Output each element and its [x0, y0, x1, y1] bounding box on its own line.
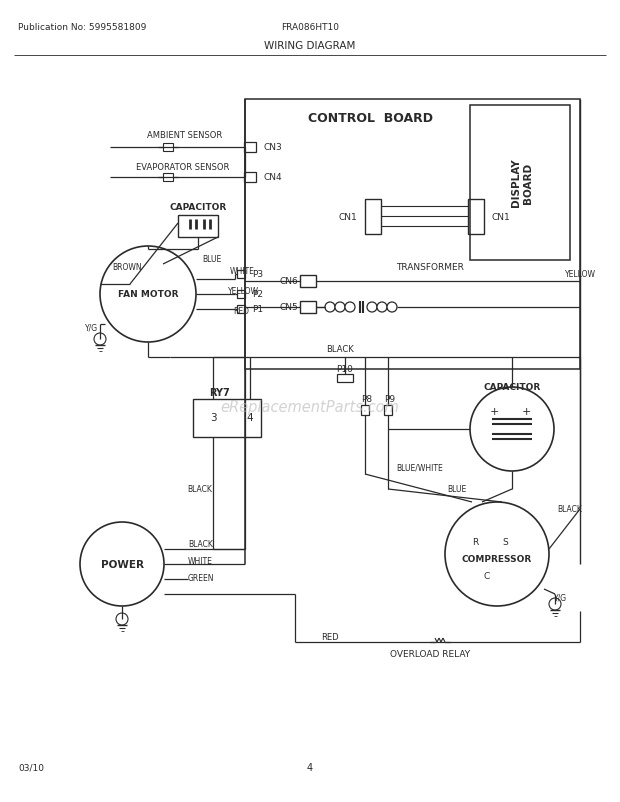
Circle shape [345, 302, 355, 313]
Text: C: C [484, 572, 490, 581]
Bar [244, 172, 256, 183]
Circle shape [325, 302, 335, 313]
Text: CAPACITOR: CAPACITOR [484, 383, 541, 392]
Text: P1: P1 [252, 305, 263, 314]
Circle shape [549, 598, 561, 610]
Text: FRA086HT10: FRA086HT10 [281, 23, 339, 32]
Text: CN6: CN6 [279, 277, 298, 286]
Circle shape [335, 302, 345, 313]
Text: RED: RED [233, 307, 249, 316]
Bar [193, 399, 261, 437]
Text: EVAPORATOR SENSOR: EVAPORATOR SENSOR [136, 164, 229, 172]
Circle shape [100, 247, 196, 342]
Text: CN3: CN3 [264, 144, 283, 152]
Text: CAPACITOR: CAPACITOR [169, 203, 227, 213]
Bar [300, 276, 316, 288]
Text: BLACK: BLACK [188, 540, 213, 549]
Text: Y/G: Y/G [85, 323, 98, 332]
Text: R: R [472, 538, 478, 547]
Bar [237, 290, 245, 298]
Text: P10: P10 [337, 365, 353, 374]
Text: CN1: CN1 [339, 213, 357, 222]
Bar [300, 302, 316, 314]
Text: Publication No: 5995581809: Publication No: 5995581809 [18, 23, 146, 32]
Text: BROWN: BROWN [112, 263, 141, 272]
Circle shape [116, 614, 128, 626]
Bar [361, 406, 369, 415]
Text: YELLOW: YELLOW [228, 287, 259, 296]
Text: RY7: RY7 [210, 387, 231, 398]
Text: BLACK: BLACK [557, 505, 582, 514]
Bar [384, 406, 392, 415]
Text: +: + [521, 407, 531, 416]
Text: eReplacementParts.com: eReplacementParts.com [221, 400, 399, 415]
Text: POWER: POWER [100, 559, 143, 569]
Text: FAN MOTOR: FAN MOTOR [118, 290, 179, 299]
Text: Y/G: Y/G [554, 593, 567, 602]
Circle shape [367, 302, 377, 313]
Circle shape [445, 502, 549, 606]
Bar [244, 143, 256, 153]
Bar [470, 106, 570, 261]
Circle shape [387, 302, 397, 313]
Text: CN1: CN1 [492, 213, 511, 222]
Bar [163, 144, 173, 152]
Bar [237, 270, 245, 278]
Text: WIRING DIAGRAM: WIRING DIAGRAM [264, 41, 356, 51]
Text: OVERLOAD RELAY: OVERLOAD RELAY [390, 650, 470, 658]
Bar [163, 174, 173, 182]
Text: 4: 4 [307, 762, 313, 772]
Text: BLUE: BLUE [202, 255, 221, 264]
Bar [337, 375, 353, 383]
Bar [468, 200, 484, 235]
Bar [365, 200, 381, 235]
Circle shape [80, 522, 164, 606]
Text: BLACK: BLACK [326, 345, 354, 354]
Text: WHITE: WHITE [230, 267, 255, 276]
Text: CONTROL  BOARD: CONTROL BOARD [308, 111, 433, 124]
Text: BLUE/WHITE: BLUE/WHITE [397, 463, 443, 472]
Bar [178, 216, 218, 237]
Text: +: + [489, 407, 498, 416]
Circle shape [470, 387, 554, 472]
Text: 03/10: 03/10 [18, 763, 44, 772]
Text: P9: P9 [384, 395, 396, 404]
Text: TRANSFORMER: TRANSFORMER [396, 263, 464, 272]
Text: CN5: CN5 [279, 303, 298, 312]
Text: CN4: CN4 [264, 173, 283, 182]
Text: WHITE: WHITE [188, 557, 213, 565]
Text: DISPLAY
BOARD: DISPLAY BOARD [512, 159, 533, 207]
Bar [237, 306, 245, 314]
Bar [245, 100, 580, 370]
Text: GREEN: GREEN [188, 573, 215, 583]
Text: BLUE: BLUE [447, 485, 466, 494]
Text: RED: RED [321, 633, 339, 642]
Text: P3: P3 [252, 270, 263, 279]
Circle shape [94, 334, 106, 346]
Text: YELLOW: YELLOW [565, 270, 596, 279]
Circle shape [377, 302, 387, 313]
Text: P8: P8 [361, 395, 373, 404]
Text: BLACK: BLACK [188, 485, 213, 494]
Text: 3: 3 [210, 412, 216, 423]
Text: P2: P2 [252, 290, 263, 299]
Text: COMPRESSOR: COMPRESSOR [462, 555, 532, 564]
Text: S: S [502, 538, 508, 547]
Text: 4: 4 [247, 412, 254, 423]
Text: AMBIENT SENSOR: AMBIENT SENSOR [148, 132, 223, 140]
